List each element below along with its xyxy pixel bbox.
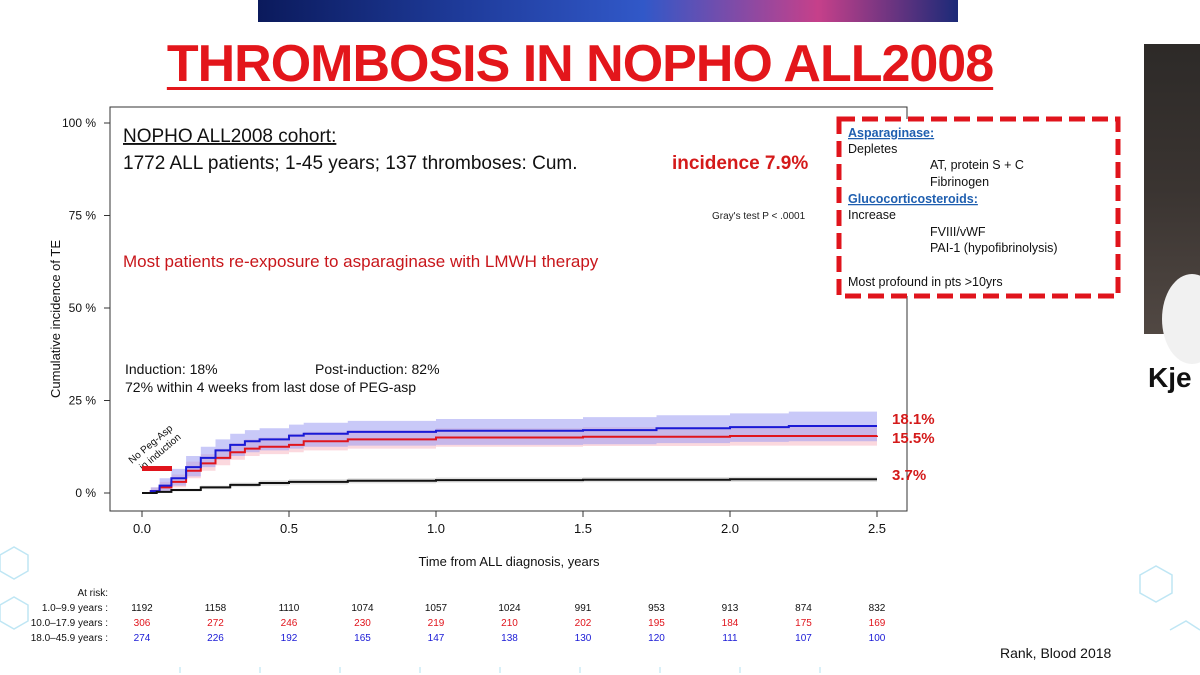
at-risk-cell: 169 [869,618,886,629]
at-risk-cell: 120 [648,633,665,644]
x-tick-label: 1.0 [427,521,445,536]
ci-band-1 [142,409,877,493]
reexposure-note: Most patients re-exposure to asparaginas… [123,252,599,271]
asparaginase-item2: Fibrinogen [930,175,989,189]
at-risk-cell: 202 [575,618,592,629]
citation: Rank, Blood 2018 [1000,645,1112,661]
gluco-verb: Increase [848,208,896,222]
end-value-black: 3.7% [892,467,926,484]
at-risk-cell: 246 [281,618,298,629]
gluco-item2: PAI-1 (hypofibrinolysis) [930,241,1058,255]
at-risk-cell: 1057 [425,603,448,614]
x-tick-label: 0.5 [280,521,298,536]
slide-title: THROMBOSIS IN NOPHO ALL2008 [0,34,1160,94]
post-induction-share: Post-induction: 82% [315,361,440,377]
at-risk-cell: 230 [354,618,371,629]
y-tick-label: 75 % [69,209,97,223]
asparaginase-verb: Depletes [848,142,897,156]
asparaginase-item1: AT, protein S + C [930,158,1024,172]
at-risk-cell: 219 [428,618,445,629]
series-lines [142,425,878,494]
at-risk-table: At risk: 1.0–9.9 years : 1192 1158 1110 1074 1… [31,588,886,644]
at-risk-cell: 274 [134,633,151,644]
slide-title-text: THROMBOSIS IN NOPHO ALL2008 [166,35,994,93]
at-risk-cell: 147 [428,633,445,644]
at-risk-cell: 100 [869,633,886,644]
y-tick-label: 25 % [69,394,97,408]
x-tick-label: 0.0 [133,521,151,536]
at-risk-cell: 165 [354,633,371,644]
at-risk-cell: 272 [207,618,224,629]
at-risk-cell: 874 [795,603,812,614]
gluco-item1: FVIII/vWF [930,225,986,239]
gluco-heading: Glucocorticosteroids: [848,192,978,206]
induction-share: Induction: 18% [125,361,218,377]
at-risk-row-label: 10.0–17.9 years : [31,618,108,629]
at-risk-cell: 138 [501,633,518,644]
series-line-2 [142,478,877,494]
at-risk-cell: 130 [575,633,592,644]
at-risk-cell: 913 [722,603,739,614]
y-tick-label: 100 % [62,116,96,130]
x-tick-label: 2.0 [721,521,739,536]
induction-window-marker [142,466,172,471]
at-risk-cell: 953 [648,603,665,614]
at-risk-cell: 1024 [498,603,521,614]
series-line-1 [142,425,877,494]
cohort-heading: NOPHO ALL2008 cohort: [123,126,336,147]
at-risk-cell: 1074 [351,603,374,614]
plot-frame [109,106,908,512]
ci-band-2 [142,476,877,493]
at-risk-cell: 210 [501,618,518,629]
at-risk-row-label: 18.0–45.9 years : [31,633,108,644]
at-risk-cell: 111 [722,633,738,644]
grays-test: Gray's test P < .0001 [712,211,806,222]
incidence-value: incidence 7.9% [672,153,808,174]
at-risk-row-label: 1.0–9.9 years : [42,603,108,614]
cohort-summary: 1772 ALL patients; 1-45 years; 137 throm… [123,153,578,174]
at-risk-cell: 184 [722,618,739,629]
at-risk-cell: 195 [648,618,665,629]
confidence-bands [142,409,877,493]
at-risk-cell: 306 [134,618,151,629]
at-risk-cell: 226 [207,633,224,644]
end-value-blue: 18.1% [892,411,935,428]
y-tick-label: 50 % [69,301,97,315]
x-axis-label: Time from ALL diagnosis, years [418,554,600,569]
infobox-footer: Most profound in pts >10yrs [848,275,1003,289]
at-risk-cell: 175 [795,618,812,629]
x-tick-label: 1.5 [574,521,592,536]
x-tick-label: 2.5 [868,521,886,536]
x-axis: 0.0 0.5 1.0 1.5 2.0 2.5 [133,511,886,536]
y-axis-label: Cumulative incidence of TE [48,240,63,398]
asparaginase-heading: Asparaginase: [848,126,934,140]
header-banner [258,0,958,22]
speaker-name: Kje [1148,362,1192,393]
at-risk-header: At risk: [77,588,108,599]
at-risk-cell: 832 [869,603,886,614]
at-risk-cell: 1110 [279,603,300,614]
at-risk-cell: 107 [795,633,812,644]
at-risk-cell: 192 [281,633,298,644]
end-value-red: 15.5% [892,430,935,447]
within-weeks-note: 72% within 4 weeks from last dose of PEG… [125,379,416,395]
y-axis: 0 % 25 % 50 % 75 % 100 % [62,116,110,500]
at-risk-cell: 1192 [131,603,153,614]
at-risk-cell: 991 [575,603,592,614]
y-tick-label: 0 % [75,486,96,500]
mechanism-infobox [836,116,1121,299]
speaker-photo [1144,44,1200,364]
at-risk-cell: 1158 [205,603,227,614]
